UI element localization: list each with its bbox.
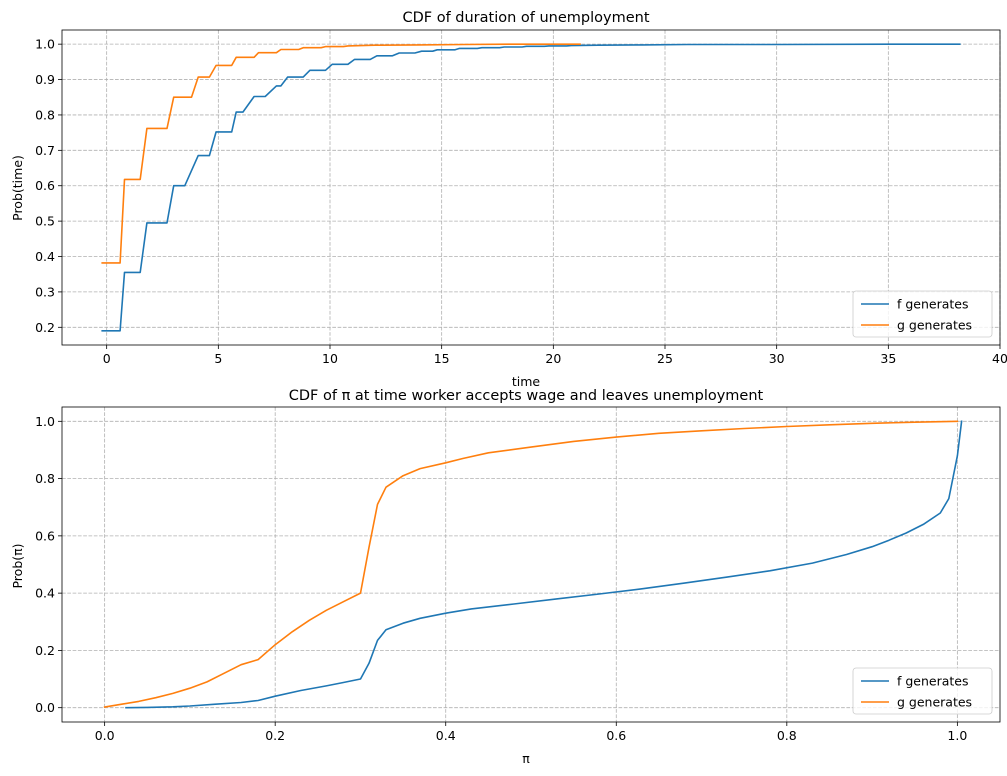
chart-title: CDF of π at time worker accepts wage and… (289, 388, 764, 404)
x-tick-label: 20 (545, 351, 561, 366)
y-tick-label: 1.0 (35, 414, 55, 429)
x-tick-label: 0 (103, 351, 111, 366)
legend-label: f generates (897, 297, 969, 312)
x-tick-label: 35 (880, 351, 896, 366)
y-tick-label: 0.9 (35, 72, 55, 87)
chart-pi-cdf: CDF of π at time worker accepts wage and… (10, 388, 1001, 766)
y-tick-label: 0.2 (35, 320, 55, 335)
x-tick-label: 0.2 (265, 728, 285, 743)
y-tick-label: 0.0 (35, 700, 55, 715)
series-line-f-generates (125, 420, 963, 709)
y-axis-label: Prob(time) (10, 155, 25, 221)
x-tick-label: 5 (214, 351, 222, 366)
grid (62, 30, 1001, 345)
x-axis-label: π (522, 751, 530, 766)
x-tick-label: 25 (657, 351, 673, 366)
plot-frame (61, 406, 1001, 723)
x-tick-label: 40 (992, 351, 1007, 366)
legend: f generates g generates (852, 290, 993, 338)
legend-label: f generates (897, 674, 969, 689)
legend: f generates g generates (852, 667, 993, 715)
series-line-g-generates (101, 43, 581, 264)
x-tick-label: 1.0 (947, 728, 967, 743)
y-tick-label: 0.3 (35, 284, 55, 299)
x-tick-label: 30 (769, 351, 785, 366)
y-tick-label: 0.8 (35, 471, 55, 486)
y-tick-label: 1.0 (35, 37, 55, 52)
legend-label: g generates (897, 318, 972, 333)
y-tick-label: 0.6 (35, 528, 55, 543)
x-tick-label: 15 (434, 351, 450, 366)
series-line-g-generates (103, 420, 959, 709)
plot-frame (61, 29, 1001, 346)
y-tick-label: 0.6 (35, 178, 55, 193)
x-tick-label: 0.0 (95, 728, 115, 743)
y-tick-label: 0.7 (35, 143, 55, 158)
y-tick-label: 0.4 (35, 586, 55, 601)
x-tick-label: 10 (322, 351, 338, 366)
series-line-f-generates (101, 43, 961, 332)
grid (62, 407, 1000, 722)
chart-title: CDF of duration of unemployment (402, 10, 649, 26)
x-tick-label: 0.4 (436, 728, 456, 743)
x-axis-label: time (512, 374, 541, 389)
y-tick-label: 0.4 (35, 249, 55, 264)
legend-label: g generates (897, 695, 972, 710)
y-axis-label: Prob(π) (10, 543, 25, 588)
x-tick-label: 0.6 (606, 728, 626, 743)
y-tick-label: 0.8 (35, 107, 55, 122)
y-tick-label: 0.5 (35, 214, 55, 229)
chart-duration-cdf: CDF of duration of unemployment time Pro… (10, 10, 1007, 389)
x-tick-label: 0.8 (777, 728, 797, 743)
y-tick-label: 0.2 (35, 643, 55, 658)
